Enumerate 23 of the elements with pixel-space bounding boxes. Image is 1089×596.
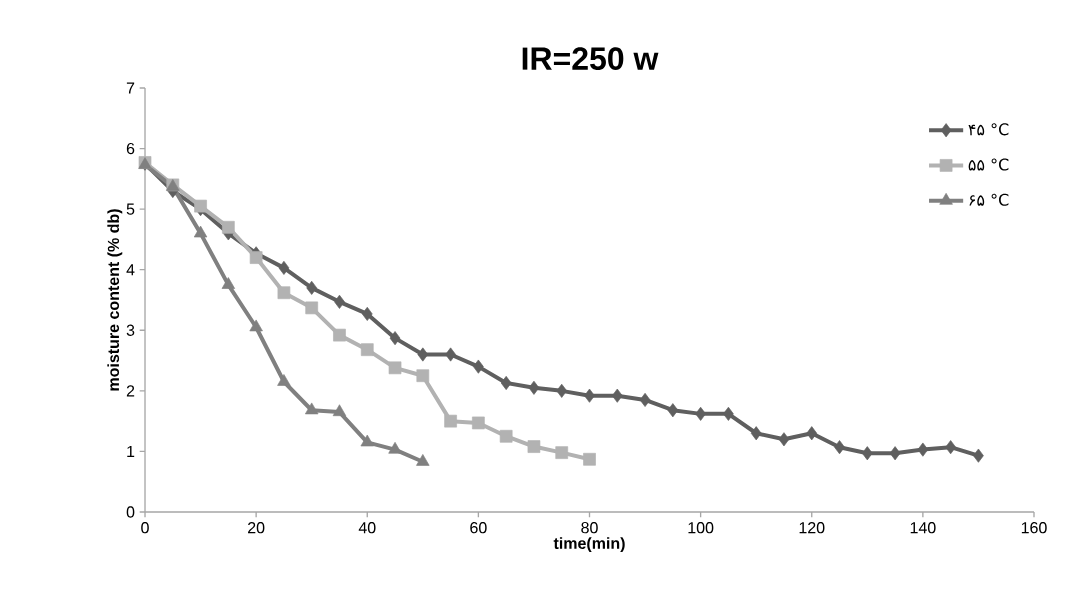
y-tick-label: 5 [126, 203, 135, 215]
x-tick-label: 40 [358, 522, 376, 534]
x-tick-label: 140 [910, 522, 936, 534]
y-tick-label: 7 [126, 82, 135, 94]
y-tick-label: 2 [126, 385, 135, 397]
x-tick-label: 0 [141, 522, 149, 534]
chart-title: IR=250 w [522, 47, 659, 70]
x-tick-label: 60 [470, 522, 487, 534]
legend-label: ۴۵ °C [968, 123, 1009, 136]
x-tick-label: 120 [799, 522, 825, 534]
x-axis-title: time(min) [553, 537, 625, 553]
y-tick-label: 4 [126, 264, 135, 276]
y-tick-label: 1 [127, 445, 135, 457]
x-tick-label: 160 [1021, 522, 1047, 534]
legend-label: ۶۵ °C [969, 193, 1009, 206]
y-tick-label: 3 [126, 324, 135, 336]
y-axis-title: moisture content (% db) [107, 209, 123, 391]
x-tick-label: 80 [581, 522, 598, 534]
y-tick-label: 6 [126, 142, 135, 155]
y-tick-label: 0 [126, 506, 135, 518]
x-tick-label: 100 [688, 522, 714, 534]
x-tick-label: 20 [248, 522, 265, 534]
legend-label: ۵۵ °C [968, 158, 1009, 171]
